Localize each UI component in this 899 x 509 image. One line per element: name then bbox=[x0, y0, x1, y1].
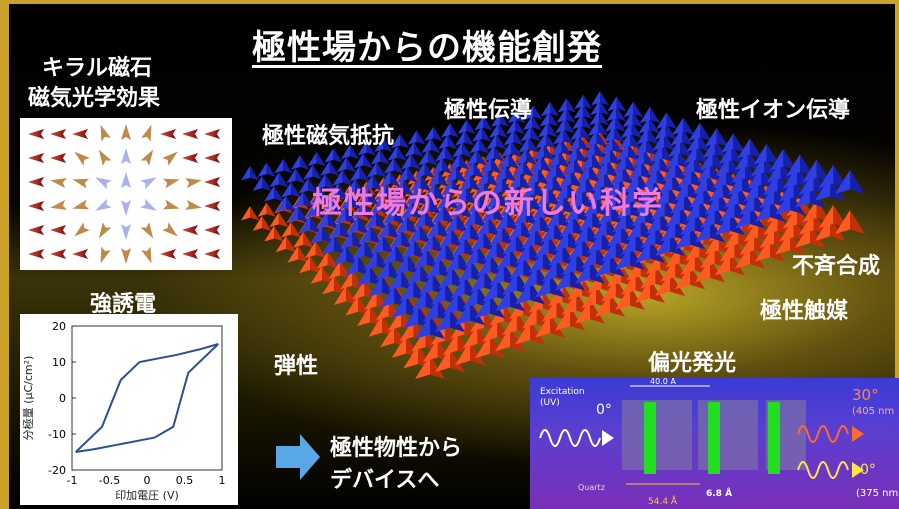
label-polar-conduction: 極性伝導 bbox=[444, 98, 533, 123]
excitation-uv-label: (UV) bbox=[540, 398, 560, 408]
incident-arrow-icon bbox=[602, 430, 614, 446]
frame-left bbox=[0, 0, 9, 509]
x-tick-label: 1 bbox=[219, 474, 226, 487]
y-axis-label: 分極量 (μC/cm²) bbox=[21, 356, 35, 441]
incident-wave bbox=[539, 429, 601, 447]
dim-thickness-label: 6.8 Å bbox=[706, 488, 732, 499]
hysteresis-lower-branch bbox=[75, 343, 219, 453]
x-axis-label: 印加電圧 (V) bbox=[115, 489, 179, 502]
y-tick-label: -10 bbox=[48, 428, 66, 441]
label-elasticity: 弾性 bbox=[274, 354, 319, 379]
slide-title: 極性場からの機能創発 bbox=[252, 28, 602, 68]
y-tick-label: 20 bbox=[52, 320, 66, 333]
label-magneto-optical: 磁気光学効果 bbox=[28, 86, 161, 111]
y-tick-label: -20 bbox=[48, 464, 66, 477]
angle-out-top-label: 30° bbox=[852, 386, 879, 404]
label-chiral-magnet: キラル磁石 bbox=[42, 56, 153, 81]
molecular-layers bbox=[622, 400, 806, 474]
label-ferroelectric: 強誘電 bbox=[90, 292, 157, 317]
label-polar-catalyst: 極性触媒 bbox=[760, 299, 849, 324]
hysteresis-plot: 20 10 0 -10 -20 -1 -0.5 0 0.5 1 分極量 (μC/cm²) 印加電… bbox=[21, 320, 226, 502]
arrow-right-icon bbox=[276, 434, 320, 480]
y-tick-label: 0 bbox=[59, 392, 66, 405]
emission-wave-375 bbox=[797, 461, 849, 479]
label-polarized-emission: 偏光発光 bbox=[648, 351, 737, 376]
blue-layer bbox=[241, 91, 865, 339]
label-asymmetric-synthesis: 不斉合成 bbox=[792, 254, 881, 279]
wavelength-top-label: (405 nm bbox=[852, 406, 894, 417]
x-tick-label: 0 bbox=[144, 474, 151, 487]
excitation-label: Excitation bbox=[540, 387, 585, 397]
emission-wave-405 bbox=[797, 425, 849, 443]
frame-top bbox=[0, 0, 899, 4]
label-polar-ion-conduction: 極性イオン伝導 bbox=[696, 98, 851, 123]
dim-spacing-label: 54.4 Å bbox=[648, 495, 678, 507]
dim-top-label: 40.0 Å bbox=[650, 378, 676, 386]
x-tick-label: -1 bbox=[67, 474, 78, 487]
label-new-science: 極性場からの新しい科学 bbox=[312, 186, 664, 221]
angle-out-bottom-label: 0° bbox=[860, 462, 876, 478]
y-tick-label: 10 bbox=[52, 356, 66, 369]
x-tick-label: 0.5 bbox=[176, 474, 194, 487]
quartz-label: Quartz bbox=[578, 483, 605, 492]
polarized-emission-panel: Excitation (UV) 0° 40.0 Å Quartz 54.4 Å … bbox=[530, 375, 899, 509]
x-tick-label: -0.5 bbox=[99, 474, 120, 487]
hysteresis-upper-branch bbox=[75, 343, 219, 453]
emission-arrow-405-icon bbox=[852, 426, 864, 442]
chiral-spin-texture-panel bbox=[20, 118, 232, 270]
spin-arrows-illustration bbox=[28, 124, 220, 264]
wavelength-bottom-label: (375 nm bbox=[856, 488, 898, 499]
emission-diagram: Excitation (UV) 0° 40.0 Å Quartz 54.4 Å … bbox=[539, 375, 898, 507]
hysteresis-plot-panel: 20 10 0 -10 -20 -1 -0.5 0 0.5 1 分極量 (μC/cm²) 印加電… bbox=[20, 314, 238, 505]
frame-right bbox=[895, 0, 899, 509]
label-to-devices-2: デバイスへ bbox=[330, 468, 440, 493]
label-to-devices-1: 極性物性から bbox=[330, 436, 463, 461]
label-polar-magnetoresistance: 極性磁気抵抗 bbox=[262, 124, 395, 149]
angle-in-label: 0° bbox=[596, 402, 612, 418]
emission-arrow-375-icon bbox=[852, 462, 864, 478]
